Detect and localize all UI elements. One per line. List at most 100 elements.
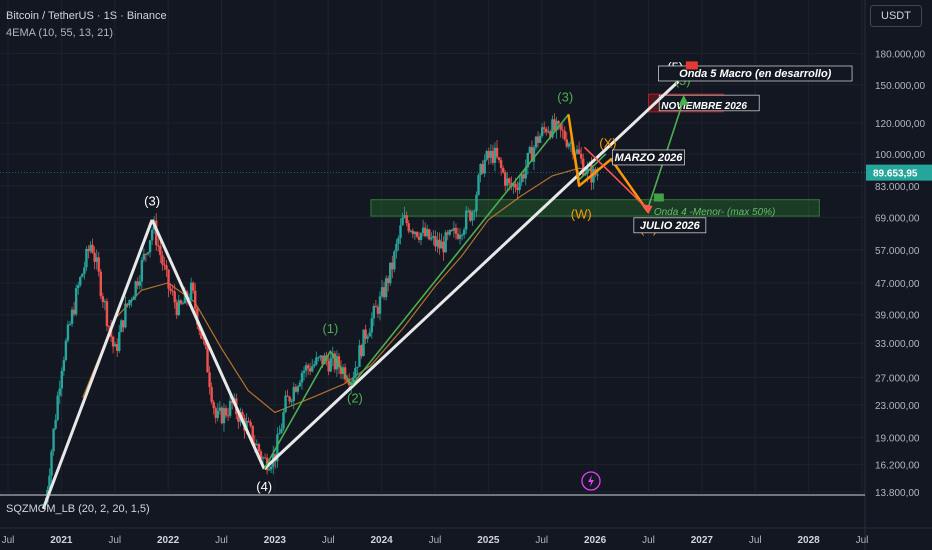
candle-body (189, 282, 193, 300)
candle-body (520, 174, 523, 183)
candle-body (465, 210, 468, 230)
candle-body (458, 235, 462, 239)
candle-body (479, 163, 482, 176)
chart-grid (0, 0, 865, 493)
candle-body (329, 358, 332, 372)
time-tick-label: 2027 (691, 535, 714, 546)
candle-body (259, 451, 263, 459)
candle-body (68, 323, 72, 325)
candle-body (200, 330, 203, 339)
candle-body (557, 120, 560, 124)
sqzmom-indicator-label[interactable]: SQZMOM_LB (20, 2, 20, 1,5) (6, 503, 150, 515)
price-tick-label: 47.000,00 (875, 279, 920, 290)
candle-body (224, 408, 228, 416)
candle-body (269, 466, 273, 470)
candle-body (111, 336, 115, 347)
candle-body (508, 178, 511, 184)
price-tick-label: 150.000,00 (875, 81, 925, 92)
candle-body (263, 457, 267, 459)
candle-body (536, 136, 540, 143)
candle-body (93, 252, 96, 262)
time-axis[interactable]: Jul 2021 Jul 2022 Jul 2023 Jul 2024 Jul 2025 Jul 20… (0, 494, 932, 546)
candle-body (101, 296, 105, 303)
candle-body (405, 215, 408, 224)
candle-body (220, 407, 224, 424)
candle-body (66, 324, 70, 341)
price-tick-label: 16.200,00 (875, 461, 920, 472)
price-axis[interactable]: 180.000,00 150.000,00 120.000,00 100.000,00… (864, 0, 932, 550)
candle-body (302, 370, 306, 373)
candle-body (448, 230, 451, 235)
candle-body (345, 379, 349, 382)
candle-body (124, 303, 127, 328)
time-tick-label: Jul (108, 535, 121, 546)
time-tick-label: Jul (642, 535, 655, 546)
candle-body (323, 355, 326, 365)
candle-body (563, 130, 566, 140)
candle-body (499, 160, 503, 168)
candle-body (545, 128, 548, 133)
candle-body (87, 248, 90, 252)
annotation-label: JULIO 2026 (640, 220, 701, 232)
candle-body (50, 451, 53, 476)
zone-rect (370, 199, 820, 217)
price-tick-label: 13.800,00 (875, 488, 920, 499)
candle-body (419, 232, 423, 240)
candle-body (77, 285, 80, 289)
annotation-box (612, 149, 685, 166)
candle-body (97, 257, 100, 272)
wave-label: (2) (347, 391, 363, 406)
candle-body (116, 344, 119, 351)
candle-body (590, 164, 593, 183)
annotation-label: MARZO 2026 (615, 152, 684, 164)
current-price-label: 89.653,95 (873, 169, 918, 180)
candle-body (596, 174, 599, 176)
candle-body (395, 243, 398, 252)
candle-body (454, 227, 458, 234)
candle-body (462, 229, 466, 235)
candle-body (532, 147, 536, 162)
candle-body (62, 360, 66, 372)
candle-body (397, 237, 400, 244)
candle-body (327, 360, 330, 372)
symbol-title[interactable]: Bitcoin / TetherUS · 1S · Binance (6, 10, 167, 22)
candle-body (194, 290, 197, 309)
candle-body (52, 428, 55, 452)
candle-body (169, 288, 172, 291)
candle-body (432, 236, 435, 238)
wave-label: (3) (144, 193, 160, 208)
candle-body (60, 371, 63, 389)
candle-body (245, 421, 248, 431)
indicator-label[interactable]: 4EMA (10, 55, 13, 21) (6, 27, 114, 39)
wave-line-minor-wave-up (263, 113, 607, 470)
candle-body (122, 320, 125, 328)
candle-body (280, 428, 283, 434)
candle-body (183, 291, 187, 304)
candle-body (105, 301, 109, 327)
candle-body (298, 382, 302, 387)
candle-body (483, 159, 486, 174)
price-tick-label: 57.000,00 (875, 246, 920, 257)
wave-label: (4) (256, 479, 272, 494)
candle-body (333, 353, 337, 370)
candle-body (146, 252, 150, 255)
wave-line-macro-1-3 (41, 219, 154, 510)
wave-lines (41, 80, 689, 510)
lightning-icon (581, 471, 601, 491)
candle-body (364, 329, 367, 339)
candle-body (321, 355, 324, 365)
candle-body (191, 282, 195, 291)
candle-body (450, 230, 454, 232)
candle-body (354, 368, 357, 378)
candle-body (311, 366, 314, 372)
candle-body (267, 469, 271, 471)
candle-body (407, 223, 410, 232)
time-tick-label: Jul (2, 535, 15, 546)
time-tick-label: 2023 (264, 535, 287, 546)
candle-body (543, 127, 546, 129)
candle-body (337, 356, 341, 368)
candle-body (452, 227, 456, 231)
candle-body (469, 210, 472, 221)
currency-button[interactable]: USDT (870, 5, 922, 27)
